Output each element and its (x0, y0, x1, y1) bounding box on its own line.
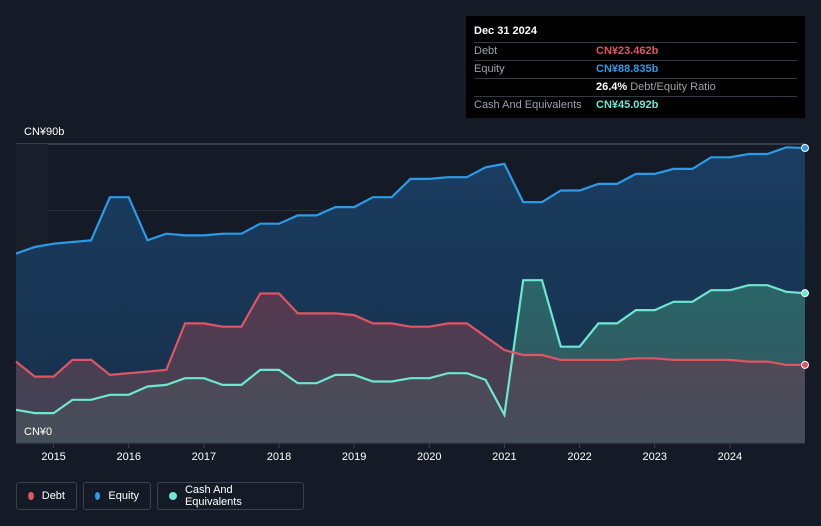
legend-label-debt: Debt (41, 490, 65, 502)
legend-item-cash[interactable]: Cash And Equivalents (157, 482, 304, 510)
tooltip-row-debt: Debt CN¥23.462b (474, 42, 797, 60)
equity-line (15, 146, 806, 255)
x-axis-ticks: 2015 2016 2017 2018 2019 2020 2021 2022 2023 2024 (41, 443, 742, 463)
x-tick-label: 2015 (41, 451, 65, 463)
cash-endpoint-marker (801, 289, 809, 298)
equity-endpoint-marker (801, 143, 809, 152)
x-tick-label: 2018 (267, 451, 291, 463)
x-tick-label: 2019 (342, 451, 366, 463)
debt-area (16, 293, 805, 443)
equity-legend-dot-icon (95, 492, 101, 500)
y-axis-bottom-label: CN¥0 (24, 426, 52, 438)
debt-endpoint-marker (801, 360, 809, 369)
x-tick-label: 2024 (718, 451, 742, 463)
debt-legend-dot-icon (28, 492, 34, 500)
y-axis-top-label: CN¥90b (24, 126, 64, 138)
legend-label-cash: Cash And Equivalents (184, 484, 242, 508)
x-tick-label: 2023 (642, 451, 666, 463)
x-tick-label: 2020 (417, 451, 441, 463)
series-endpoints (801, 143, 809, 369)
legend-item-debt[interactable]: Debt (16, 482, 77, 510)
tooltip-label-equity: Equity (474, 63, 505, 75)
debt-line (15, 292, 805, 378)
tooltip-date: Dec 31 2024 (474, 25, 537, 37)
tooltip-value-equity: CN¥88.835b (596, 63, 659, 75)
data-tooltip: Dec 31 2024 Debt CN¥23.462b Equity CN¥88… (466, 16, 805, 118)
x-tick-label: 2016 (116, 451, 140, 463)
x-tick-label: 2022 (567, 451, 591, 463)
tooltip-label-debt: Debt (474, 45, 498, 57)
tooltip-label-cash: Cash And Equivalents (474, 99, 582, 111)
x-tick-label: 2017 (192, 451, 216, 463)
cash-line (15, 279, 806, 419)
tooltip-ratio-caption: Debt/Equity Ratio (630, 81, 716, 93)
tooltip-value-cash: CN¥45.092b (596, 99, 659, 111)
tooltip-row-ratio: 26.4% Debt/Equity Ratio (474, 78, 797, 96)
tooltip-row-cash: Cash And Equivalents CN¥45.092b (474, 96, 797, 114)
legend-item-equity[interactable]: Equity (83, 482, 151, 510)
tooltip-value-ratio: 26.4% (596, 81, 628, 93)
tooltip-value-debt: CN¥23.462b (596, 45, 659, 57)
cash-legend-dot-icon (169, 492, 177, 500)
tooltip-label-ratio (474, 79, 596, 96)
tooltip-row-equity: Equity CN¥88.835b (474, 60, 797, 78)
x-tick-label: 2021 (492, 451, 516, 463)
legend-label-equity: Equity (108, 490, 139, 502)
